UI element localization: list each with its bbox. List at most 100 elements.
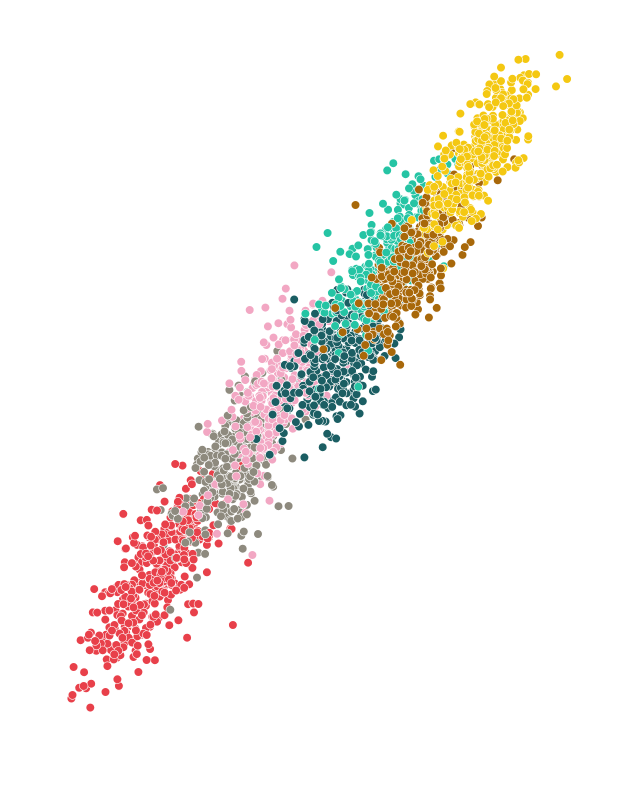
scatter-point — [414, 240, 424, 250]
scatter-point — [322, 429, 332, 439]
scatter-point — [326, 361, 336, 371]
scatter-point — [377, 263, 387, 273]
scatter-point — [504, 125, 514, 135]
scatter-point — [238, 499, 248, 509]
scatter-point — [370, 299, 380, 309]
scatter-point — [451, 177, 461, 187]
scatter-point — [305, 386, 315, 396]
scatter-point — [255, 393, 265, 403]
scatter-point — [496, 76, 506, 86]
scatter-point — [158, 537, 169, 547]
scatter-point — [383, 205, 393, 215]
scatter-point — [350, 320, 360, 330]
scatter-point — [150, 655, 160, 665]
scatter-point — [476, 169, 486, 179]
scatter-point — [107, 584, 117, 594]
scatter-point — [277, 294, 288, 304]
scatter-point — [438, 131, 448, 141]
scatter-point — [496, 62, 506, 73]
scatter-point — [455, 144, 465, 154]
scatter-point — [339, 379, 349, 389]
scatter-point — [233, 513, 243, 524]
scatter-point — [497, 110, 508, 120]
scatter-point — [399, 232, 409, 242]
scatter-point — [395, 253, 405, 263]
scatter-point — [318, 344, 329, 354]
scatter-point — [247, 550, 257, 560]
scatter-point — [152, 505, 162, 516]
scatter-point — [437, 162, 447, 172]
scatter-point — [389, 267, 399, 277]
scatter-point — [354, 298, 364, 308]
scatter-point — [361, 323, 372, 334]
scatter-point — [217, 500, 227, 510]
scatter-point — [455, 127, 465, 137]
scatter-point — [439, 154, 450, 164]
scatter-point — [137, 570, 147, 580]
scatter-point — [303, 420, 314, 430]
scatter-point — [306, 350, 316, 360]
scatter-point — [346, 400, 356, 410]
scatter-point — [309, 400, 319, 411]
scatter-point — [234, 395, 244, 405]
scatter-point — [452, 194, 462, 205]
scatter-point — [127, 558, 137, 568]
scatter-point — [264, 496, 275, 506]
scatter-point — [215, 474, 225, 484]
scatter-point — [180, 538, 190, 548]
scatter-point — [173, 497, 183, 507]
scatter-point — [309, 325, 319, 336]
scatter-point — [255, 443, 265, 453]
scatter-point — [316, 331, 327, 341]
scatter-point — [209, 431, 219, 441]
scatter-point — [256, 402, 266, 412]
scatter-point — [330, 321, 340, 331]
scatter-point — [562, 74, 572, 84]
scatter-point — [326, 267, 336, 277]
scatter-point — [84, 630, 94, 640]
scatter-point — [267, 364, 277, 374]
scatter-point — [350, 200, 361, 210]
scatter-point — [361, 365, 371, 375]
scatter-point — [262, 471, 273, 481]
scatter-point — [491, 97, 501, 107]
scatter-point — [383, 327, 393, 337]
scatter-point — [330, 303, 340, 313]
scatter-point — [460, 197, 470, 207]
scatter-point — [356, 276, 366, 287]
scatter-point — [216, 511, 226, 521]
scatter-point — [142, 655, 152, 665]
scatter-point — [483, 196, 493, 206]
scatter-point — [223, 494, 233, 504]
scatter-point — [250, 417, 260, 427]
scatter-point — [259, 337, 269, 348]
scatter-point — [289, 340, 300, 351]
scatter-point — [121, 543, 131, 554]
scatter-point — [434, 200, 444, 210]
scatter-point — [502, 136, 512, 146]
scatter-point — [151, 609, 161, 620]
scatter-point — [79, 681, 89, 691]
scatter-point — [179, 583, 189, 593]
scatter-point — [318, 442, 328, 452]
scatter-point — [460, 242, 470, 252]
scatter-point — [358, 396, 368, 406]
scatter-point — [226, 405, 237, 415]
scatter-point — [464, 175, 474, 185]
scatter-point — [394, 332, 404, 342]
scatter-point — [89, 584, 99, 594]
scatter-point — [277, 436, 288, 446]
scatter-point — [353, 240, 363, 250]
scatter-point — [284, 306, 295, 316]
scatter-point — [109, 649, 119, 660]
scatter-point — [152, 546, 162, 556]
scatter-point — [143, 520, 153, 531]
scatter-point — [117, 633, 128, 643]
scatter-point — [551, 81, 561, 91]
scatter-point — [132, 649, 142, 659]
scatter-point — [133, 641, 143, 651]
scatter-point — [242, 509, 252, 520]
scatter-point — [255, 453, 265, 463]
scatter-point — [371, 385, 381, 395]
scatter-point — [418, 198, 428, 208]
